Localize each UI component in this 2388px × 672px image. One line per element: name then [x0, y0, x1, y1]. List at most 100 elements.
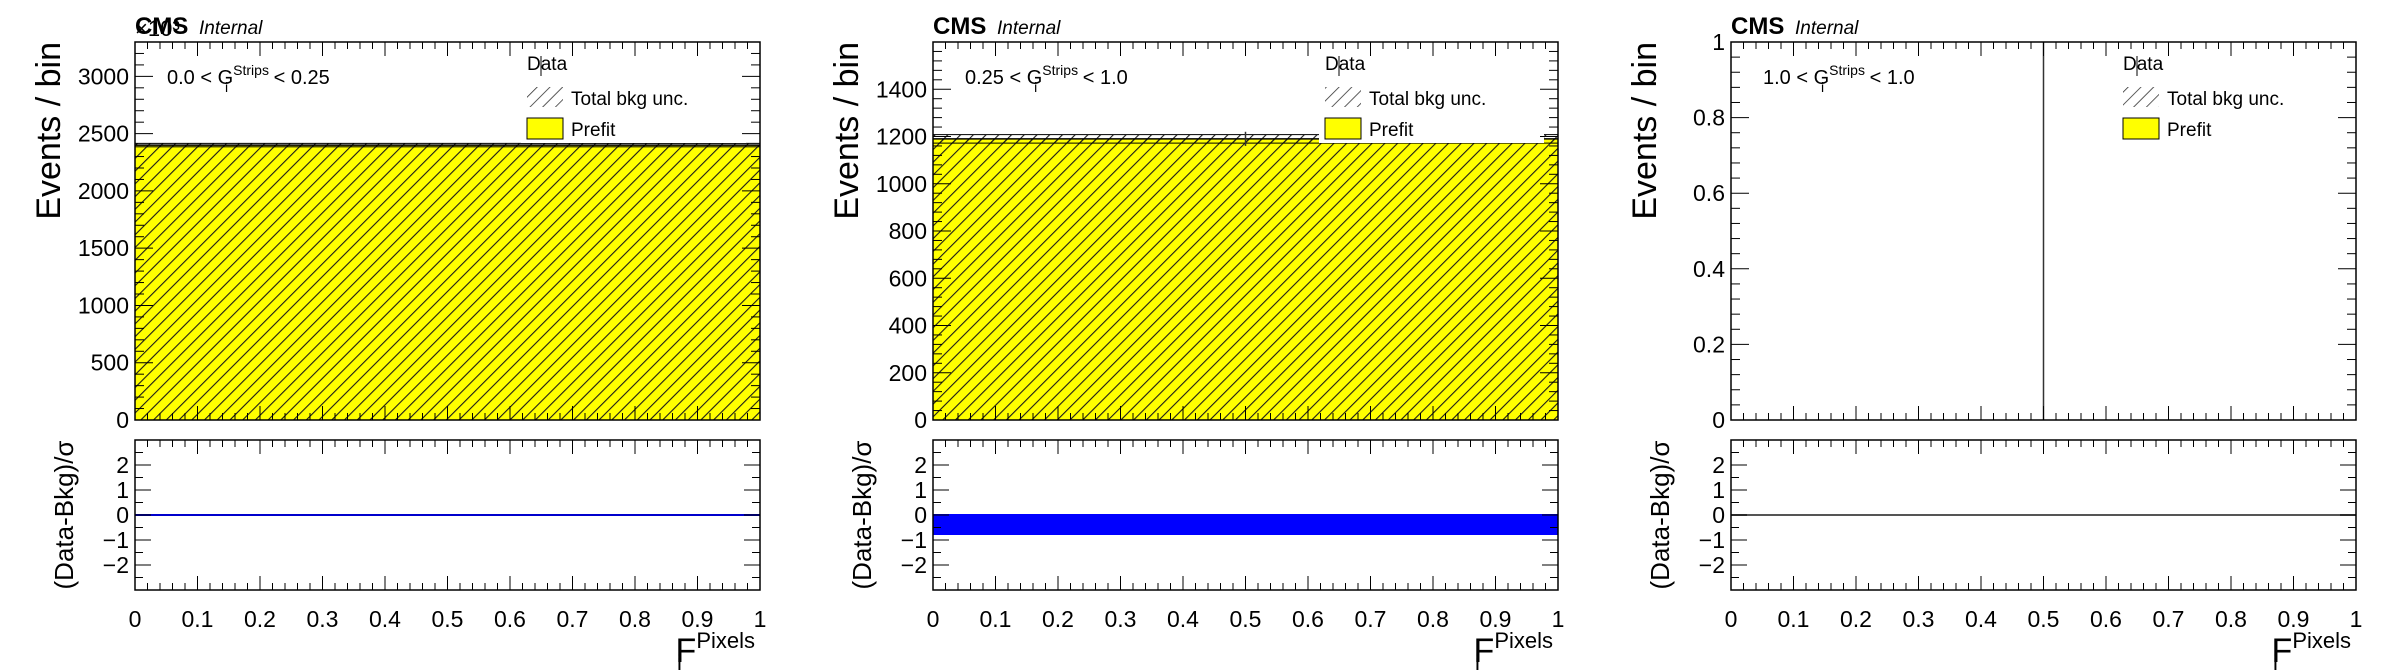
internal-label: Internal [199, 18, 263, 39]
x-tick-label: 0.7 [2153, 606, 2185, 632]
ratio-y-tick-label: 2 [914, 452, 927, 478]
y-tick-label: 0 [116, 407, 129, 433]
y-tick-label: 800 [889, 218, 927, 244]
legend-entry-prefit: Prefit [1369, 120, 1414, 141]
x-tick-label: 0.5 [432, 606, 464, 632]
x-tick-label: 0 [129, 606, 142, 632]
x-tick-label: 0.9 [1480, 606, 1512, 632]
category-label: 0.25 < GStrips i < 1.0 [965, 62, 1128, 95]
legend-prefit-swatch [2122, 117, 2160, 140]
legend-entry-unc: Total bkg unc. [2167, 89, 2284, 110]
ratio-y-tick-label: −1 [103, 527, 129, 553]
y-tick-label: 1200 [876, 124, 927, 150]
legend-entry-data: Data [1325, 54, 1366, 75]
cms-label: CMS [135, 13, 188, 40]
y-axis-title: Events / bin [1626, 42, 1664, 220]
y-scale-label: ×10³ [135, 16, 180, 41]
x-tick-label: 0.5 [2028, 606, 2060, 632]
ratio-y-axis-title: (Data-Bkg)/σ [49, 441, 79, 590]
y-axis-title: Events / bin [828, 42, 866, 220]
cms-label: CMS [1731, 13, 1784, 40]
y-tick-label: 0.2 [1693, 331, 1725, 357]
y-tick-label: 600 [889, 265, 927, 291]
y-tick-label: 0.8 [1693, 105, 1725, 131]
x-tick-label: 0.3 [307, 606, 339, 632]
x-tick-label: 0 [927, 606, 940, 632]
ratio-y-tick-label: 2 [1712, 452, 1725, 478]
x-tick-label: 0.6 [1292, 606, 1324, 632]
ratio-y-tick-label: −2 [1699, 552, 1725, 578]
legend-entry-prefit: Prefit [571, 120, 616, 141]
x-tick-label: 0.6 [494, 606, 526, 632]
cms-label: CMS [933, 13, 986, 40]
legend-unc-swatch [2123, 87, 2159, 107]
x-tick-label: 0.8 [619, 606, 651, 632]
ratio-y-tick-label: 1 [1712, 477, 1725, 503]
x-tick-label: 0.1 [980, 606, 1012, 632]
ratio-y-tick-label: 0 [1712, 502, 1725, 528]
y-tick-label: 2000 [78, 178, 129, 204]
bkg-unc-hatch [135, 145, 760, 420]
ratio-band [933, 515, 1558, 535]
legend-entry-unc: Total bkg unc. [571, 89, 688, 110]
internal-label: Internal [997, 18, 1061, 39]
y-tick-label: 1000 [78, 292, 129, 318]
y-tick-label: 1400 [876, 76, 927, 102]
x-tick-label: 0.6 [2090, 606, 2122, 632]
x-tick-label: 0.2 [244, 606, 276, 632]
x-axis-title: FPixels i [2272, 628, 2351, 672]
x-tick-label: 0.7 [557, 606, 589, 632]
x-tick-label: 1 [1552, 606, 1565, 632]
legend-prefit-swatch [526, 117, 564, 140]
internal-label: Internal [1795, 18, 1859, 39]
legend-entry-unc: Total bkg unc. [1369, 89, 1486, 110]
legend-entry-data: Data [2123, 54, 2164, 75]
category-label: 0.0 < GStrips i < 0.25 [167, 62, 330, 95]
legend-unc-swatch [1325, 87, 1361, 107]
ratio-y-tick-label: −2 [103, 552, 129, 578]
y-tick-label: 200 [889, 360, 927, 386]
x-tick-label: 0.4 [1167, 606, 1199, 632]
ratio-y-axis-title: (Data-Bkg)/σ [1645, 441, 1675, 590]
ratio-y-tick-label: 1 [914, 477, 927, 503]
ratio-y-tick-label: 2 [116, 452, 129, 478]
y-tick-label: 3000 [78, 63, 129, 89]
x-tick-label: 0.7 [1355, 606, 1387, 632]
x-axis-title: FPixels i [676, 628, 755, 672]
x-tick-label: 0.8 [1417, 606, 1449, 632]
legend-prefit-swatch [1324, 117, 1362, 140]
y-axis-title: Events / bin [30, 42, 68, 220]
y-tick-label: 1000 [876, 171, 927, 197]
x-tick-label: 1 [2350, 606, 2363, 632]
x-tick-label: 0.5 [1230, 606, 1262, 632]
y-tick-label: 1 [1712, 29, 1725, 55]
x-tick-label: 0.8 [2215, 606, 2247, 632]
ratio-y-tick-label: 1 [116, 477, 129, 503]
y-tick-label: 1500 [78, 235, 129, 261]
y-tick-label: 0 [914, 407, 927, 433]
x-tick-label: 0.2 [1042, 606, 1074, 632]
ratio-y-axis-title: (Data-Bkg)/σ [847, 441, 877, 590]
x-tick-label: 0 [1725, 606, 1738, 632]
legend-entry-data: Data [527, 54, 568, 75]
y-tick-label: 0.4 [1693, 256, 1725, 282]
ratio-y-tick-label: 0 [914, 502, 927, 528]
ratio-y-tick-label: −1 [1699, 527, 1725, 553]
x-tick-label: 0.9 [2278, 606, 2310, 632]
legend-entry-prefit: Prefit [2167, 120, 2212, 141]
y-tick-label: 0 [1712, 407, 1725, 433]
x-tick-label: 0.3 [1903, 606, 1935, 632]
legend-unc-swatch [527, 87, 563, 107]
bkg-unc-hatch [933, 138, 1558, 421]
ratio-y-tick-label: 0 [116, 502, 129, 528]
ratio-y-tick-label: −2 [901, 552, 927, 578]
x-tick-label: 0.1 [1778, 606, 1810, 632]
x-tick-label: 0.3 [1105, 606, 1137, 632]
x-tick-label: 0.2 [1840, 606, 1872, 632]
y-tick-label: 0.6 [1693, 180, 1725, 206]
x-tick-label: 0.4 [1965, 606, 1997, 632]
